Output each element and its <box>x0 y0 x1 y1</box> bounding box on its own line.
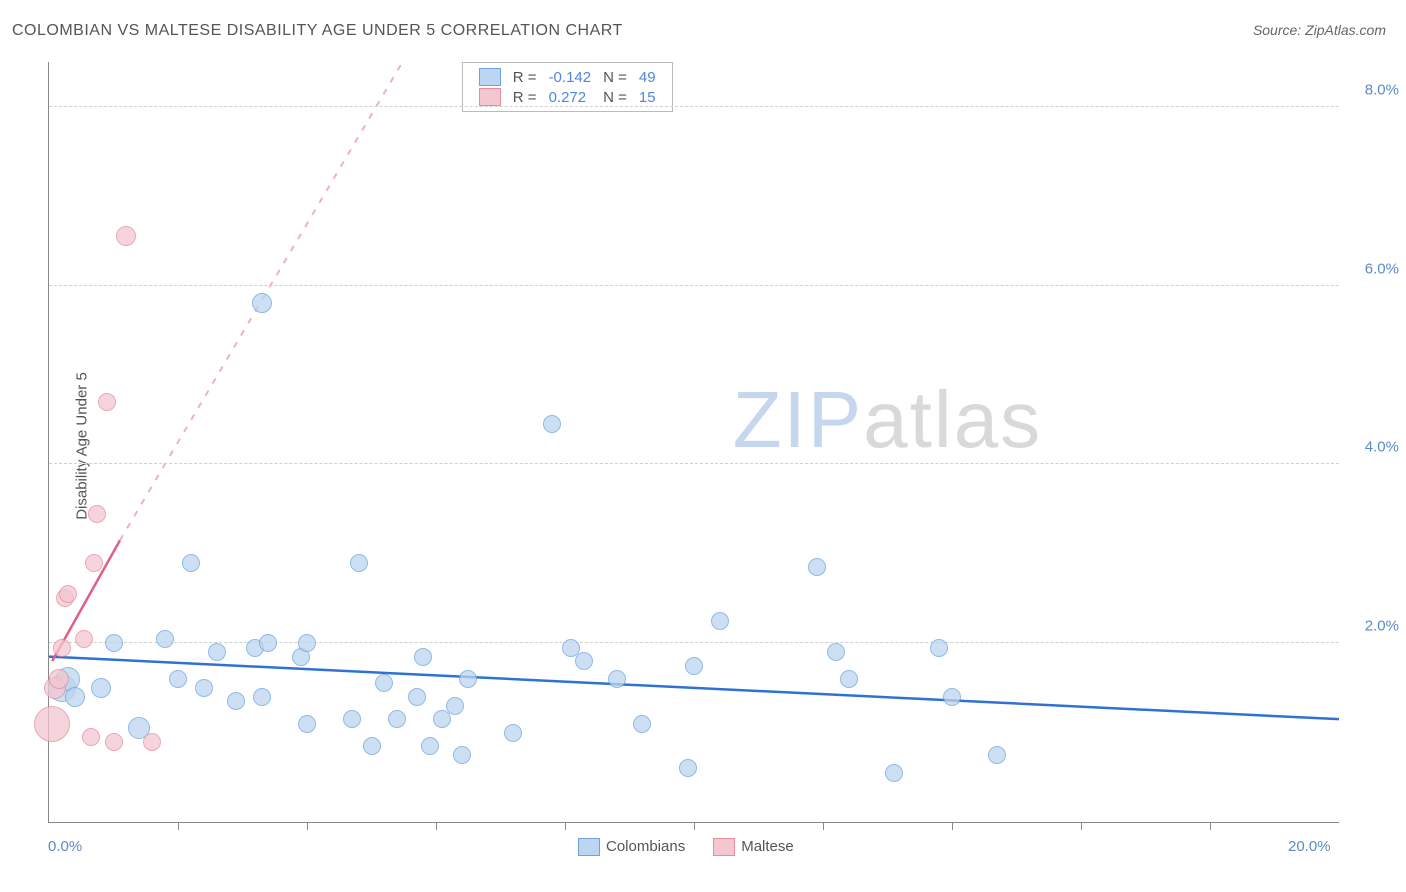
data-point <box>259 634 277 652</box>
data-point <box>685 657 703 675</box>
y-tick-label: 4.0% <box>1349 439 1399 456</box>
chart-title: COLOMBIAN VS MALTESE DISABILITY AGE UNDE… <box>12 22 623 40</box>
x-tick <box>823 822 824 830</box>
data-point <box>182 554 200 572</box>
data-point <box>446 697 464 715</box>
data-point <box>350 554 368 572</box>
x-tick <box>1210 822 1211 830</box>
data-point <box>208 643 226 661</box>
data-point <box>156 630 174 648</box>
data-point <box>363 737 381 755</box>
data-point <box>711 612 729 630</box>
data-point <box>943 688 961 706</box>
x-axis-end-label: 20.0% <box>1288 838 1331 855</box>
gridline <box>49 463 1339 464</box>
data-point <box>169 670 187 688</box>
data-point <box>375 674 393 692</box>
data-point <box>840 670 858 688</box>
data-point <box>49 669 69 689</box>
data-point <box>59 585 77 603</box>
correlation-legend: R =-0.142N =49R =0.272N =15 <box>462 62 673 112</box>
data-point <box>459 670 477 688</box>
source-credit: Source: ZipAtlas.com <box>1253 22 1386 38</box>
y-tick-label: 6.0% <box>1349 260 1399 277</box>
data-point <box>679 759 697 777</box>
x-tick <box>1081 822 1082 830</box>
data-point <box>143 733 161 751</box>
data-point <box>34 706 70 742</box>
data-point <box>453 746 471 764</box>
x-tick <box>694 822 695 830</box>
data-point <box>298 634 316 652</box>
data-point <box>343 710 361 728</box>
data-point <box>808 558 826 576</box>
x-axis-start-label: 0.0% <box>48 838 82 855</box>
legend-item: Maltese <box>713 838 794 856</box>
data-point <box>65 687 85 707</box>
data-point <box>91 678 111 698</box>
x-tick <box>565 822 566 830</box>
data-point <box>53 639 71 657</box>
data-point <box>543 415 561 433</box>
data-point <box>105 733 123 751</box>
x-tick <box>307 822 308 830</box>
gridline <box>49 642 1339 643</box>
data-point <box>504 724 522 742</box>
data-point <box>227 692 245 710</box>
data-point <box>575 652 593 670</box>
data-point <box>253 688 271 706</box>
legend-item: Colombians <box>578 838 685 856</box>
y-tick-label: 2.0% <box>1349 618 1399 635</box>
data-point <box>82 728 100 746</box>
watermark: ZIPatlas <box>733 374 1042 466</box>
x-tick <box>436 822 437 830</box>
x-tick <box>952 822 953 830</box>
data-point <box>827 643 845 661</box>
data-point <box>408 688 426 706</box>
data-point <box>75 630 93 648</box>
data-point <box>298 715 316 733</box>
data-point <box>421 737 439 755</box>
data-point <box>388 710 406 728</box>
watermark-part-b: atlas <box>863 375 1042 464</box>
gridline <box>49 106 1339 107</box>
data-point <box>414 648 432 666</box>
data-point <box>252 293 272 313</box>
data-point <box>988 746 1006 764</box>
data-point <box>195 679 213 697</box>
data-point <box>885 764 903 782</box>
data-point <box>88 505 106 523</box>
series-legend: Colombians Maltese <box>564 838 808 856</box>
data-point <box>105 634 123 652</box>
gridline <box>49 285 1339 286</box>
data-point <box>930 639 948 657</box>
data-point <box>85 554 103 572</box>
data-point <box>633 715 651 733</box>
data-point <box>116 226 136 246</box>
data-point <box>608 670 626 688</box>
trendlines <box>49 62 1339 822</box>
scatter-plot-area: ZIPatlas R =-0.142N =49R =0.272N =15 2.0… <box>48 62 1339 823</box>
y-tick-label: 8.0% <box>1349 81 1399 98</box>
data-point <box>98 393 116 411</box>
data-point <box>433 710 451 728</box>
watermark-part-a: ZIP <box>733 375 863 464</box>
x-tick <box>178 822 179 830</box>
